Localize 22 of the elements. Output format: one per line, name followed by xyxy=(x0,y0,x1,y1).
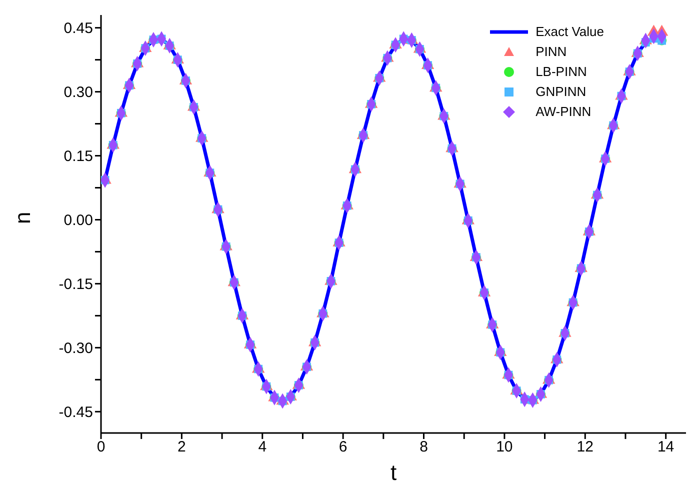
y-tick-label: -0.45 xyxy=(58,404,93,421)
x-tick-label: 12 xyxy=(576,438,594,456)
x-tick-label: 2 xyxy=(178,438,186,456)
y-tick-label: -0.15 xyxy=(58,276,93,294)
x-tick-label: 0 xyxy=(96,438,106,456)
legend-label: AW-PINN xyxy=(536,103,592,121)
y-tick-label: 0.30 xyxy=(64,84,93,102)
y-tick-label: -0.30 xyxy=(58,340,93,358)
y-tick-label: 0.15 xyxy=(64,148,93,166)
x-tick-label: 4 xyxy=(258,438,267,456)
legend-label: LB-PINN xyxy=(536,63,587,81)
x-tick-label: 10 xyxy=(496,438,513,456)
x-tick-label: 6 xyxy=(338,438,348,456)
legend-label: GNPINN xyxy=(536,83,586,101)
y-tick-label: 0.45 xyxy=(64,20,93,38)
x-axis-title: t xyxy=(390,460,397,485)
y-tick-label: 0.00 xyxy=(64,212,93,230)
y-axis-title: n xyxy=(10,212,35,224)
x-tick-label: 8 xyxy=(420,438,428,456)
legend-label: PINN xyxy=(536,43,567,61)
x-tick-label: 14 xyxy=(657,438,674,456)
legend-label: Exact Value xyxy=(536,23,604,41)
